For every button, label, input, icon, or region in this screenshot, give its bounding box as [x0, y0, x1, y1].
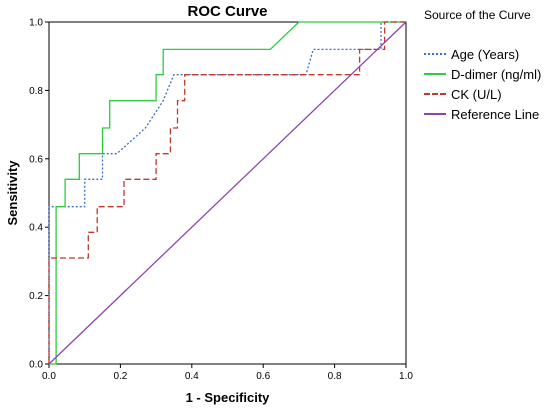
legend-label: Reference Line — [451, 106, 540, 122]
x-tick-label: 0.8 — [328, 371, 342, 382]
series-line-d-dimer-ng-ml — [49, 21, 406, 365]
legend-label: CK (U/L) — [451, 86, 502, 102]
series-line-ck-u-l — [48, 21, 406, 364]
legend-label: D-dimer (ng/ml) — [451, 66, 542, 82]
y-tick-label: 0.6 — [29, 154, 43, 165]
x-tick-label: 1.0 — [399, 371, 413, 382]
legend-item: Age (Years) — [424, 44, 541, 64]
y-tick-label: 1.0 — [29, 18, 43, 29]
legend-label: Age (Years) — [451, 46, 520, 62]
legend-item: CK (U/L) — [424, 84, 541, 104]
legend-swatch — [424, 53, 446, 55]
legend-swatch — [424, 113, 446, 115]
y-axis-label: Sensitivity — [5, 160, 20, 226]
legend-swatch — [424, 73, 446, 75]
series-line-reference-line — [48, 21, 407, 365]
y-tick-label: 0.4 — [29, 223, 43, 234]
y-tick-label: 0.8 — [29, 86, 43, 97]
chart-title: ROC Curve — [187, 3, 267, 20]
legend-swatch — [424, 93, 446, 95]
x-tick-label: 0.6 — [256, 371, 270, 382]
x-axis-label: 1 - Specificity — [186, 390, 271, 405]
x-tick-label: 0.4 — [185, 371, 199, 382]
x-tick-label: 0.2 — [113, 371, 127, 382]
legend-title: Source of the Curve — [424, 8, 531, 22]
legend-item: D-dimer (ng/ml) — [424, 64, 541, 84]
y-tick-label: 0.0 — [29, 360, 43, 371]
legend-item: Reference Line — [424, 104, 541, 124]
legend: Age (Years) D-dimer (ng/ml) CK (U/L) Refere… — [424, 44, 541, 124]
series-layer — [48, 21, 407, 365]
x-tick-label: 0.0 — [42, 371, 56, 382]
y-tick-label: 0.2 — [29, 291, 43, 302]
